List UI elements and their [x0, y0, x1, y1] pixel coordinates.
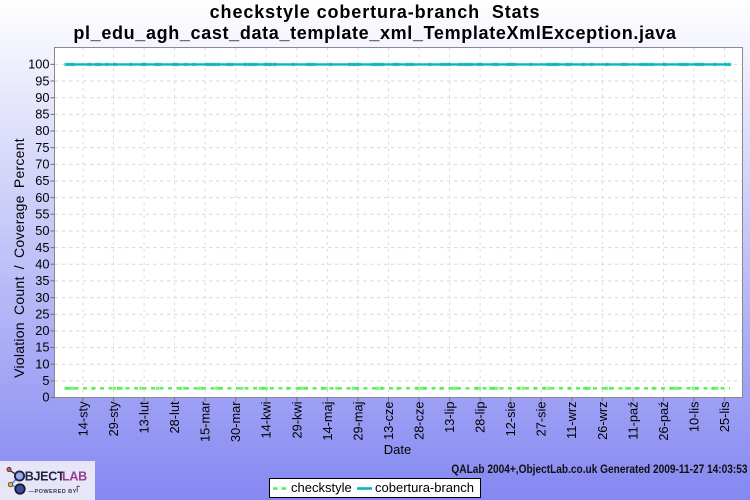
svg-text:70: 70 — [35, 157, 49, 172]
svg-text:30: 30 — [35, 290, 49, 305]
svg-text:13-lut: 13-lut — [137, 401, 152, 433]
svg-text:65: 65 — [35, 173, 49, 188]
svg-text:40: 40 — [35, 256, 49, 271]
svg-text:10-lis: 10-lis — [686, 402, 701, 433]
svg-text:26-paź: 26-paź — [656, 402, 671, 441]
svg-text:28-cze: 28-cze — [411, 402, 426, 440]
svg-text:11-wrz: 11-wrz — [564, 402, 579, 439]
svg-text:35: 35 — [35, 273, 49, 288]
svg-text:15-mar: 15-mar — [198, 401, 213, 442]
svg-text:85: 85 — [35, 107, 49, 122]
svg-text:10: 10 — [35, 356, 49, 371]
svg-text:55: 55 — [35, 206, 49, 221]
svg-text:25-lis: 25-lis — [717, 402, 732, 433]
svg-text:95: 95 — [35, 73, 49, 88]
svg-text:14-kwi: 14-kwi — [259, 402, 274, 439]
svg-text:100: 100 — [28, 57, 49, 72]
svg-text:0: 0 — [42, 390, 49, 405]
svg-text:75: 75 — [35, 140, 49, 155]
svg-text:29-kwi: 29-kwi — [289, 402, 304, 439]
svg-text:50: 50 — [35, 223, 49, 238]
svg-text:27-sie: 27-sie — [534, 402, 549, 437]
svg-text:90: 90 — [35, 90, 49, 105]
svg-text:20: 20 — [35, 323, 49, 338]
svg-text:29-sty: 29-sty — [106, 401, 121, 436]
svg-text:11-paź: 11-paź — [625, 402, 640, 440]
svg-text:28-lip: 28-lip — [473, 402, 488, 433]
svg-text:60: 60 — [35, 190, 49, 205]
svg-text:14-maj: 14-maj — [320, 402, 335, 441]
svg-text:29-maj: 29-maj — [350, 402, 365, 441]
svg-text:25: 25 — [35, 306, 49, 321]
svg-text:—POWERED BY: —POWERED BY — [29, 489, 77, 495]
svg-text:28-lut: 28-lut — [167, 401, 182, 433]
svg-text:13-cze: 13-cze — [381, 402, 396, 440]
svg-text:26-wrz: 26-wrz — [595, 402, 610, 440]
svg-text:12-sie: 12-sie — [503, 402, 518, 437]
svg-text:5: 5 — [42, 373, 49, 388]
svg-text:13-lip: 13-lip — [442, 402, 457, 433]
svg-text:14-sty: 14-sty — [75, 401, 90, 436]
svg-text:15: 15 — [35, 340, 49, 355]
svg-text:30-mar: 30-mar — [228, 401, 243, 442]
svg-text:80: 80 — [35, 123, 49, 138]
svg-text:LAB: LAB — [62, 470, 87, 484]
svg-text:45: 45 — [35, 240, 49, 255]
svg-text:BJECT: BJECT — [25, 470, 65, 484]
